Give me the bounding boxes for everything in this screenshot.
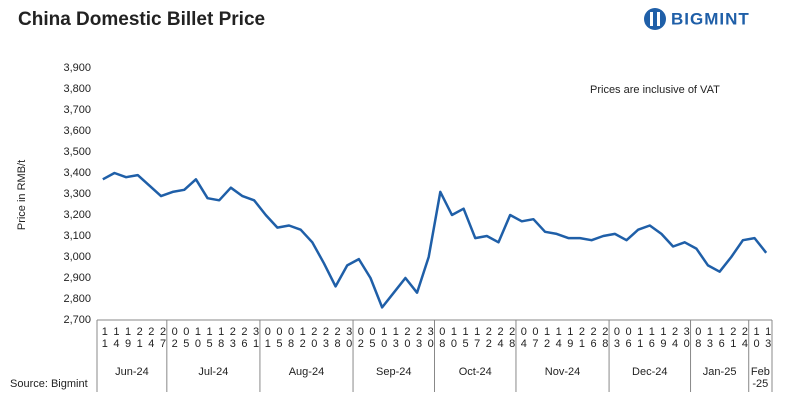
y-tick-label: 3,100 [63, 230, 91, 242]
x-tick-label: 15 [203, 326, 216, 350]
x-tick-label: 13 [389, 326, 402, 350]
x-tick-label: 28 [331, 326, 344, 350]
x-group-label: Jun-24 [115, 366, 149, 378]
annotation: Prices are inclusive of VAT [590, 84, 720, 96]
x-tick-label: 02 [168, 326, 181, 350]
x-tick-label: 20 [308, 326, 321, 350]
x-tick-label: 12 [541, 326, 554, 350]
y-tick-label: 3,800 [63, 83, 91, 95]
x-group-label: Jul-24 [198, 366, 229, 378]
x-tick-label: 22 [482, 326, 495, 350]
x-tick-label: 23 [226, 326, 239, 350]
x-tick-label: 20 [401, 326, 414, 350]
x-tick-label: 30 [343, 326, 356, 350]
x-group-label: Aug-24 [288, 366, 325, 378]
x-tick-label: 13 [703, 326, 716, 350]
source: Source: Bigmint [10, 378, 88, 390]
logo-icon [644, 8, 666, 30]
x-tick-label: 14 [110, 326, 123, 350]
x-group-label: Feb -25 [750, 366, 770, 390]
y-tick-label: 3,400 [63, 167, 91, 179]
x-group-label: Oct-24 [458, 366, 492, 378]
chart-title: China Domestic Billet Price [18, 9, 265, 30]
x-tick-label: 02 [354, 326, 367, 350]
x-tick-label: 04 [517, 326, 530, 350]
x-tick-label: 24 [145, 326, 158, 350]
x-tick-label: 08 [285, 326, 298, 350]
x-tick-label: 21 [133, 326, 146, 350]
x-tick-label: 08 [436, 326, 449, 350]
x-tick-label: 06 [622, 326, 635, 350]
x-tick-label: 27 [157, 326, 169, 350]
x-tick-label: 21 [575, 326, 588, 350]
x-group-label: Jan-25 [702, 366, 737, 378]
x-tick-label: 13 [762, 326, 775, 350]
x-tick-label: 21 [727, 326, 740, 350]
y-tick-label: 3,300 [63, 188, 91, 200]
x-tick-label: 23 [413, 326, 426, 350]
y-tick-label: 3,900 [63, 62, 91, 74]
x-tick-label: 28 [506, 326, 519, 350]
brand: BIGMINT [671, 9, 750, 28]
x-tick-label: 11 [634, 326, 647, 350]
x-tick-label: 31 [250, 326, 263, 350]
y-tick-label: 3,200 [63, 209, 91, 221]
x-tick-label: 16 [715, 326, 728, 350]
x-tick-label: 23 [319, 326, 332, 350]
x-tick-label: 30 [424, 326, 437, 350]
x-tick-label: 10 [750, 326, 763, 350]
x-tick-label: 01 [261, 326, 274, 350]
x-tick-label: 26 [238, 326, 251, 350]
x-tick-label: 10 [447, 326, 460, 350]
x-tick-label: 07 [529, 326, 542, 350]
y-tick-label: 3,700 [63, 104, 91, 116]
x-tick-label: 10 [378, 326, 391, 350]
line-series [102, 171, 768, 309]
x-group-label: Dec-24 [632, 366, 668, 378]
x-tick-label: 12 [296, 326, 309, 350]
x-tick-label: 10 [191, 326, 204, 350]
x-tick-label: 03 [610, 326, 623, 350]
x-group-label: Nov-24 [544, 366, 581, 378]
y-tick-label: 3,500 [63, 146, 91, 158]
x-tick-label: 26 [587, 326, 600, 350]
x-tick-label: 19 [122, 326, 135, 350]
x-tick-label: 28 [599, 326, 612, 350]
y-tick-label: 2,800 [63, 293, 91, 305]
x-group-label: Sep-24 [376, 366, 412, 378]
x-tick-label: 08 [692, 326, 705, 350]
x-tick-label: 05 [366, 326, 379, 350]
x-tick-label: 19 [564, 326, 577, 350]
y-tick-label: 3,000 [63, 251, 91, 263]
x-tick-label: 05 [273, 326, 286, 350]
x-tick-label: 17 [471, 326, 484, 350]
y-tick-label: 3,600 [63, 125, 91, 137]
x-tick-label: 11 [98, 326, 111, 350]
y-axis-label: Price in RMB/t [16, 160, 28, 230]
y-tick-label: 2,900 [63, 272, 91, 284]
x-tick-label: 05 [180, 326, 193, 350]
x-tick-label: 18 [215, 326, 228, 350]
y-tick-label: 2,700 [63, 314, 91, 326]
x-tick-label: 30 [680, 326, 693, 350]
x-tick-label: 24 [669, 326, 682, 350]
x-tick-label: 24 [738, 326, 751, 350]
x-tick-label: 16 [645, 326, 658, 350]
x-tick-label: 19 [657, 326, 670, 350]
x-tick-label: 24 [494, 326, 507, 350]
x-tick-label: 14 [552, 326, 565, 350]
x-tick-label: 15 [459, 326, 472, 350]
